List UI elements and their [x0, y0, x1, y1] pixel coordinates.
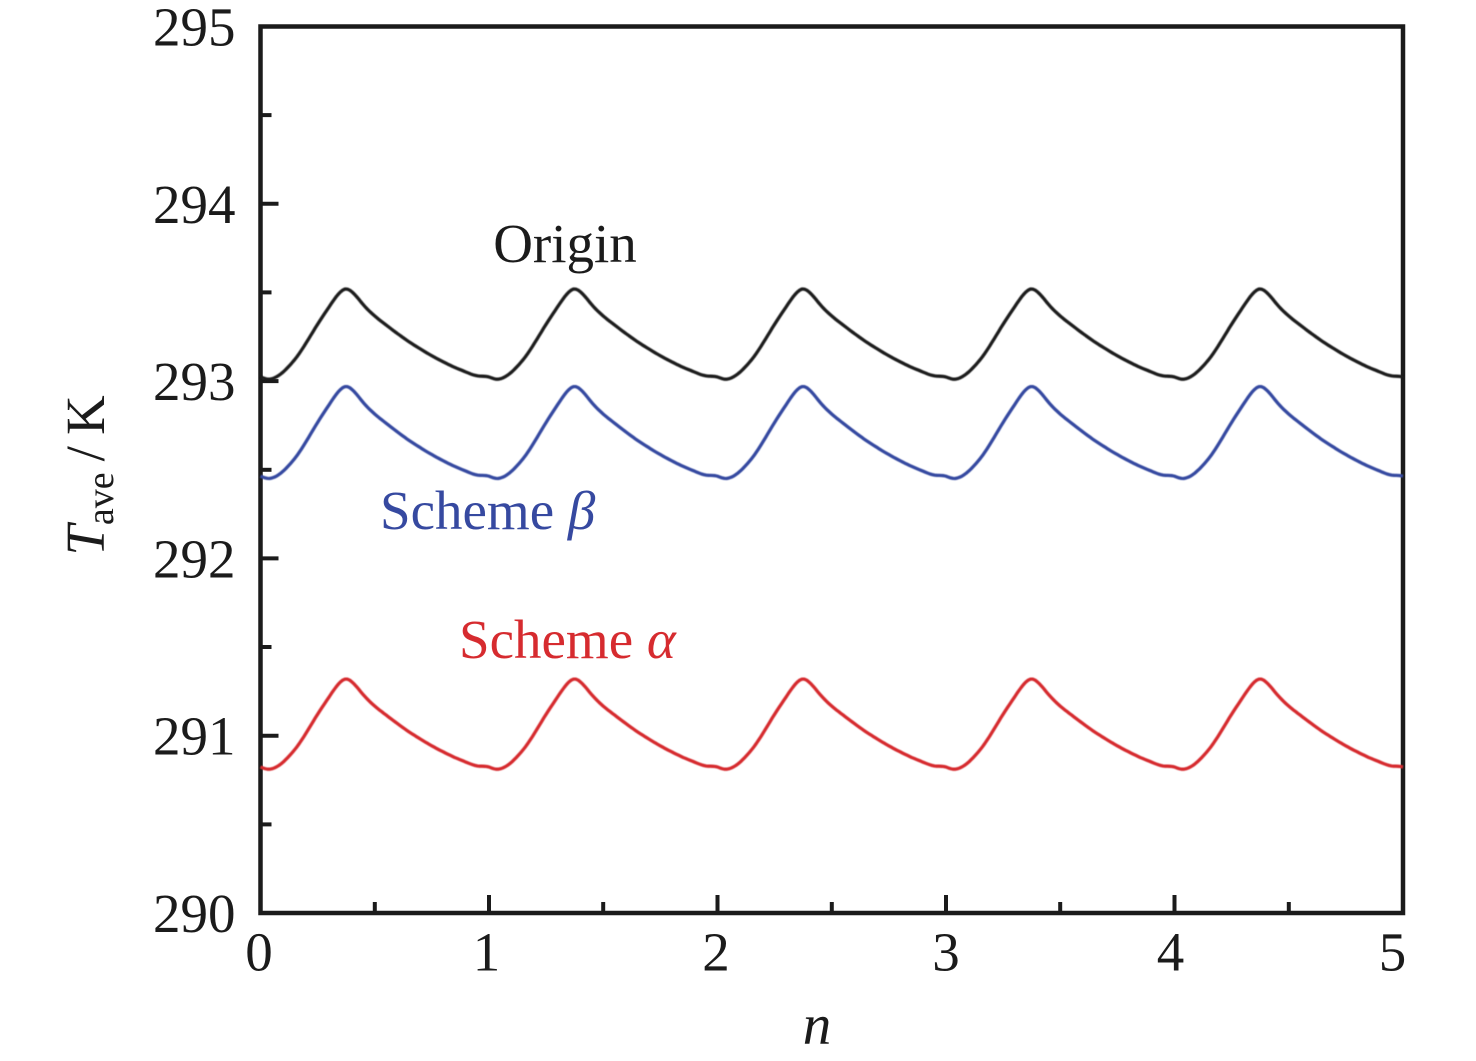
svg-text:294: 294 [153, 174, 236, 235]
svg-text:Tave / K: Tave / K [55, 395, 122, 556]
svg-text:n: n [803, 994, 832, 1057]
svg-text:295: 295 [153, 0, 236, 58]
svg-text:3: 3 [932, 922, 960, 983]
svg-text:2: 2 [702, 922, 730, 983]
svg-text:1: 1 [473, 922, 501, 983]
svg-text:0: 0 [245, 922, 273, 983]
svg-text:Scheme α: Scheme α [459, 609, 677, 670]
svg-text:293: 293 [153, 351, 236, 412]
svg-text:290: 290 [153, 883, 236, 944]
svg-text:Origin: Origin [493, 213, 637, 274]
svg-text:292: 292 [153, 528, 236, 589]
svg-text:5: 5 [1379, 922, 1407, 983]
svg-text:291: 291 [153, 706, 236, 767]
svg-text:4: 4 [1157, 922, 1185, 983]
svg-text:Scheme β: Scheme β [380, 480, 596, 541]
